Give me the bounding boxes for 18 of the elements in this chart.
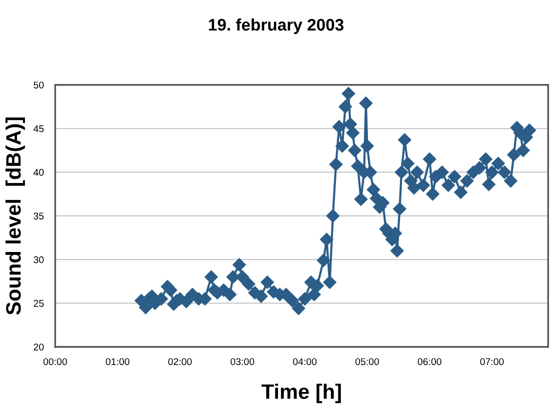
- y-tick-label: 40: [34, 168, 44, 176]
- y-tick-label: 25: [34, 300, 44, 307]
- y-tick-label: 45: [34, 125, 44, 132]
- x-tick-label: 05:00: [355, 358, 379, 366]
- y-tick-label: 20: [34, 344, 44, 350]
- x-tick-label: 01:00: [106, 358, 130, 366]
- x-tick-label: 02:00: [168, 358, 192, 366]
- y-tick-label: 50: [34, 82, 44, 88]
- x-tick-label: 06:00: [418, 358, 442, 366]
- x-tick-label: 04:00: [293, 358, 317, 366]
- x-tick-label: 03:00: [230, 358, 254, 366]
- x-axis-title: Time [h]: [262, 384, 341, 404]
- chart-title: 19. february 2003: [208, 18, 344, 34]
- y-tick-label: 35: [34, 212, 44, 220]
- y-axis-title: Sound level [dB(A)]: [6, 117, 25, 315]
- x-tick-label: 00:00: [43, 358, 67, 366]
- y-tick-label: 30: [34, 256, 44, 264]
- x-tick-label: 07:00: [480, 358, 504, 366]
